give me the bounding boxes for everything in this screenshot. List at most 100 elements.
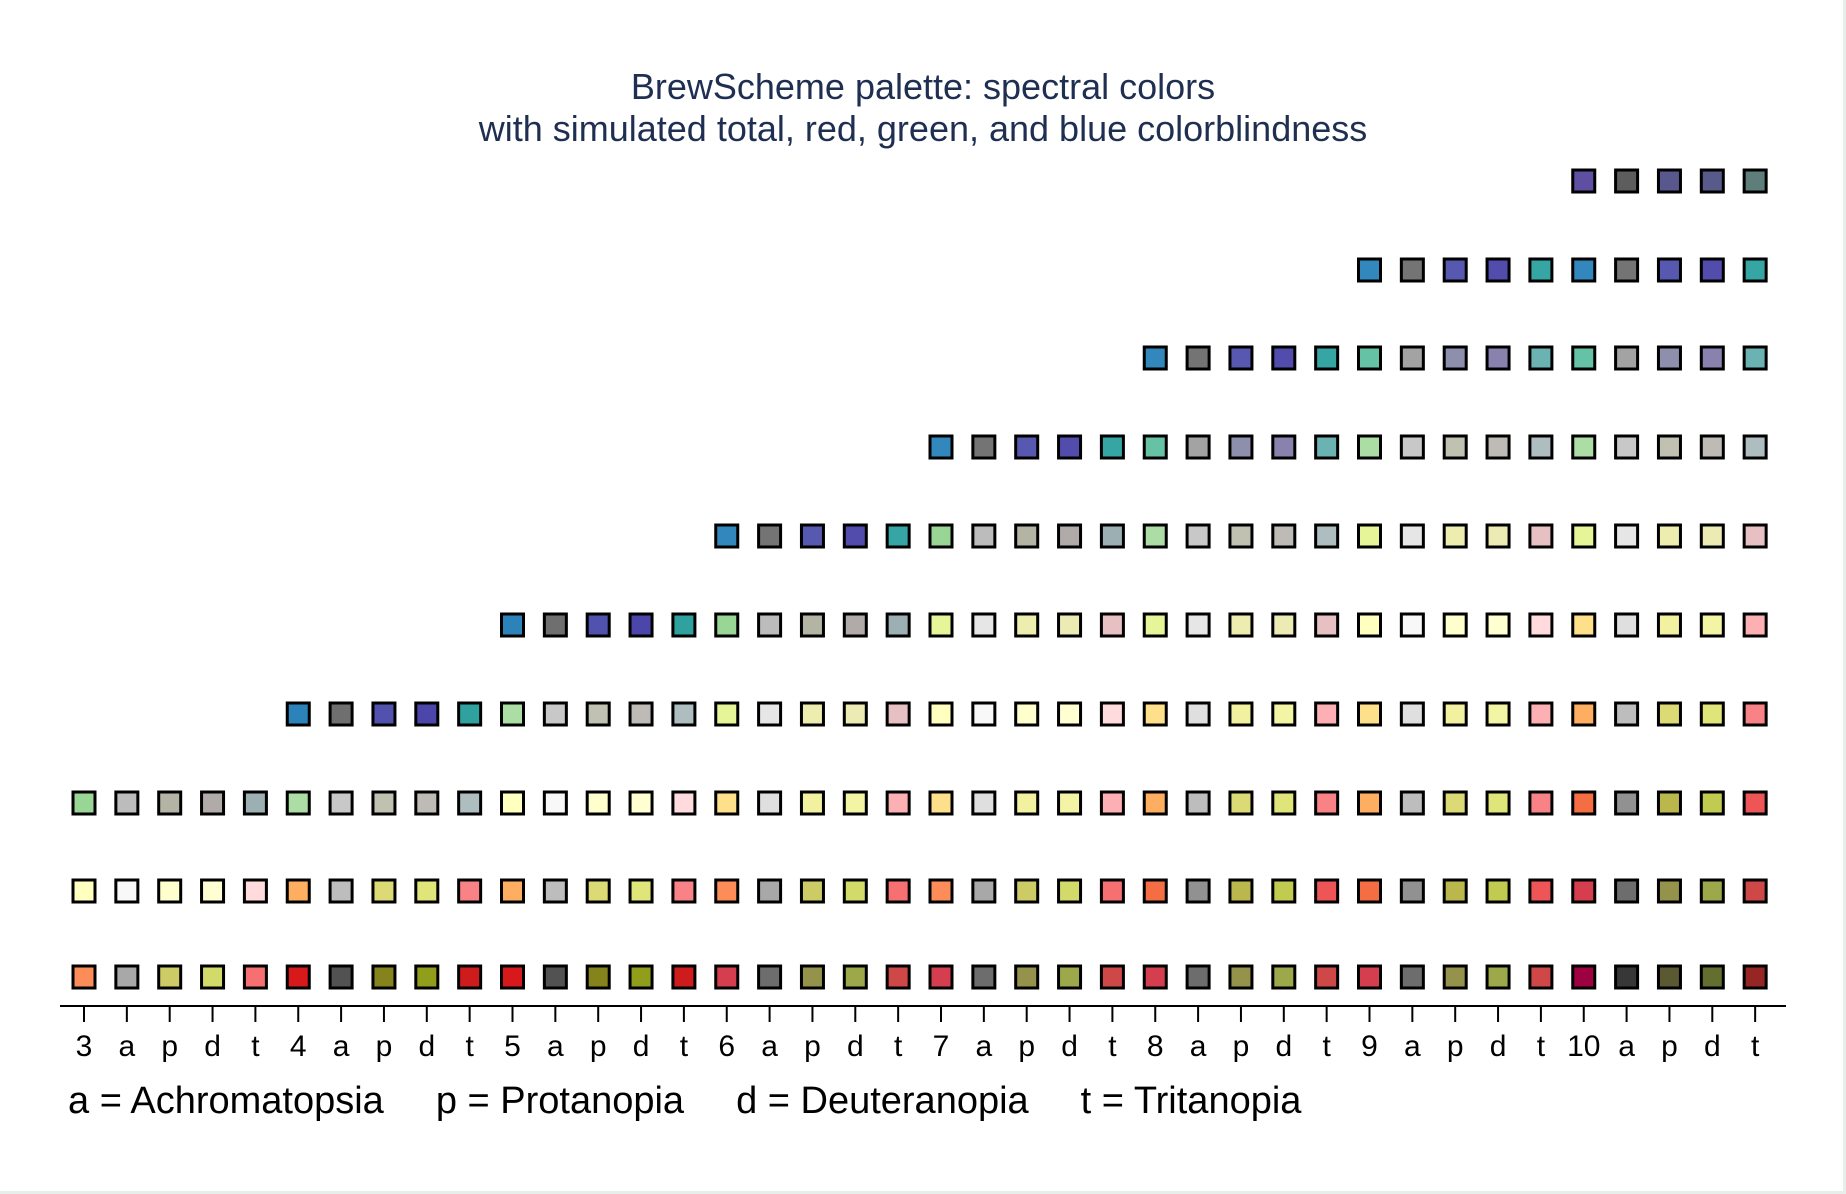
color-swatch [628, 612, 654, 638]
color-swatch [1656, 878, 1682, 904]
color-swatch [1142, 701, 1168, 727]
color-swatch [1357, 964, 1382, 990]
color-swatch [757, 701, 783, 727]
color-swatch [1399, 964, 1425, 990]
color-swatch [1271, 701, 1297, 727]
color-swatch [1142, 523, 1168, 549]
color-swatch [1271, 790, 1297, 816]
color-swatch [1057, 523, 1083, 549]
color-swatch [1656, 168, 1682, 194]
color-swatch [799, 701, 825, 727]
color-swatch [1442, 257, 1468, 283]
color-swatch [1485, 434, 1511, 460]
color-swatch [1742, 345, 1768, 371]
x-tick-label: p [1447, 1030, 1464, 1063]
color-swatch [585, 612, 611, 638]
color-swatch [414, 878, 440, 904]
color-swatch [1656, 612, 1682, 638]
x-tick-label: t [251, 1030, 260, 1063]
x-tick-label: d [633, 1030, 650, 1063]
color-swatch [671, 964, 697, 990]
color-swatch [1314, 434, 1340, 460]
color-swatch [585, 701, 611, 727]
color-swatch [157, 964, 183, 990]
color-swatch [1185, 878, 1211, 904]
color-swatch [1228, 790, 1254, 816]
color-swatch [1528, 964, 1554, 990]
color-swatch [1442, 612, 1468, 638]
color-swatch [671, 790, 697, 816]
color-swatch [1057, 701, 1083, 727]
color-swatch [1185, 790, 1211, 816]
color-swatch [757, 964, 783, 990]
color-swatch [1271, 964, 1297, 990]
color-swatch [1614, 964, 1640, 990]
color-swatch [1614, 345, 1640, 371]
legend-entry: t = Tritanopia [1080, 1080, 1302, 1122]
color-swatch [1571, 964, 1597, 990]
x-tick-label: 4 [290, 1030, 307, 1063]
x-tick-label: a [1618, 1030, 1635, 1063]
color-swatch [1357, 878, 1382, 904]
color-swatch [628, 790, 654, 816]
color-swatch [1399, 523, 1425, 549]
color-swatch [1528, 434, 1554, 460]
color-swatch [757, 612, 783, 638]
color-swatch [1571, 257, 1597, 283]
x-tick-label: 8 [1147, 1030, 1164, 1063]
color-swatch [1099, 878, 1125, 904]
color-swatch [414, 701, 440, 727]
color-swatch [671, 612, 697, 638]
color-swatch [1614, 701, 1640, 727]
x-tick-label: p [1018, 1030, 1035, 1063]
color-swatch [542, 612, 568, 638]
color-swatch [971, 434, 997, 460]
x-tick-label: a [976, 1030, 993, 1063]
color-swatch [1357, 434, 1382, 460]
color-swatch [1099, 612, 1125, 638]
color-swatch [628, 878, 654, 904]
color-swatch [242, 964, 268, 990]
color-swatch [328, 878, 354, 904]
color-swatch [1271, 345, 1297, 371]
color-swatch [971, 523, 997, 549]
color-swatch [1014, 434, 1040, 460]
color-swatch [1442, 878, 1468, 904]
x-tick-label: p [1233, 1030, 1250, 1063]
color-swatch [1057, 434, 1083, 460]
color-swatch [1699, 790, 1725, 816]
color-swatch [1699, 878, 1725, 904]
color-swatch [1314, 612, 1340, 638]
color-swatch [1314, 523, 1340, 549]
color-swatch [1571, 612, 1597, 638]
x-tick-label: t [1322, 1030, 1331, 1063]
color-swatch [799, 612, 825, 638]
x-tick-label: p [161, 1030, 178, 1063]
color-swatch [1485, 612, 1511, 638]
color-swatch [500, 878, 525, 904]
color-swatch [1656, 523, 1682, 549]
color-swatch [842, 523, 868, 549]
color-swatch [1357, 523, 1382, 549]
color-swatch [1442, 523, 1468, 549]
color-swatch [1314, 345, 1340, 371]
color-swatch [1699, 168, 1725, 194]
color-swatch [1185, 434, 1211, 460]
color-swatch [1314, 701, 1340, 727]
color-swatch [1357, 612, 1382, 638]
color-swatch [928, 964, 954, 990]
color-swatch [285, 964, 311, 990]
color-swatch [671, 878, 697, 904]
color-swatch [542, 790, 568, 816]
color-swatch [157, 790, 183, 816]
color-swatch [457, 964, 483, 990]
color-swatch [1571, 345, 1597, 371]
color-swatch [799, 790, 825, 816]
chart-title: BrewScheme palette: spectral colors [630, 66, 1216, 107]
color-swatch [585, 878, 611, 904]
color-swatch [242, 878, 268, 904]
color-swatch [1228, 345, 1254, 371]
color-swatch [1399, 790, 1425, 816]
x-tick-label: a [119, 1030, 136, 1063]
